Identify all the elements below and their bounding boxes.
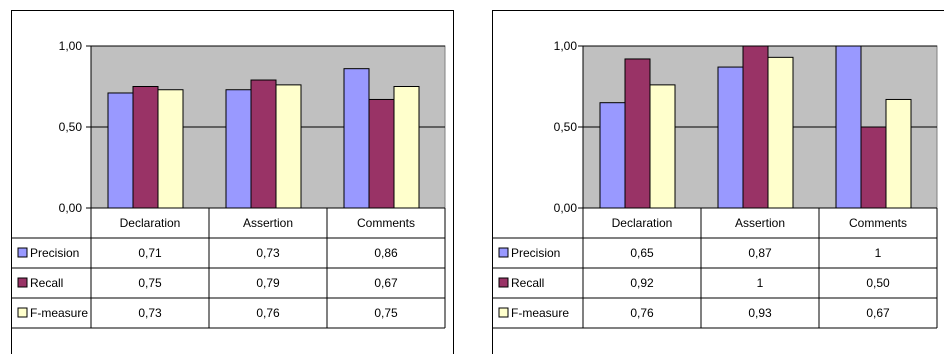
- data-label: 0,67: [374, 276, 398, 290]
- data-label: 0,71: [138, 246, 162, 260]
- bar-recall-declaration: [624, 58, 651, 209]
- bar-recall-assertion: [742, 45, 769, 209]
- bar-recall-assertion: [250, 79, 277, 209]
- chart-panel-left: 0,00 0,50 1,00 Declaration Assertion Comments…: [11, 10, 454, 354]
- y-tick-label: 0,00: [554, 201, 578, 215]
- data-label: 0,76: [630, 306, 654, 320]
- data-label: 0,50: [866, 276, 890, 290]
- legend-label: F-measure: [30, 306, 88, 320]
- data-label: 0,73: [256, 246, 280, 260]
- legend-key: [498, 247, 509, 258]
- bar-precision-declaration: [107, 92, 134, 209]
- category-label: Comments: [849, 216, 907, 230]
- bar-recall-declaration: [132, 86, 159, 209]
- bar-precision-comments: [835, 45, 862, 209]
- data-label: 0,65: [630, 246, 654, 260]
- data-label: 0,79: [256, 276, 280, 290]
- category-label: Comments: [357, 216, 415, 230]
- y-tick-label: 0,50: [59, 120, 83, 134]
- chart-panel-right: 0,00 0,50 1,00 Declaration Assertion Comments…: [492, 10, 944, 354]
- bar-f-measure-assertion: [275, 84, 302, 209]
- data-label: 0,76: [256, 306, 280, 320]
- category-label: Assertion: [735, 216, 785, 230]
- bar-f-measure-comments: [393, 86, 420, 209]
- data-label: 0,73: [138, 306, 162, 320]
- legend-key: [17, 307, 28, 318]
- category-label: Declaration: [120, 216, 181, 230]
- legend-key: [17, 247, 28, 258]
- bar-recall-comments: [368, 98, 395, 209]
- data-label: 0,93: [748, 306, 772, 320]
- y-tick-label: 1,00: [554, 39, 578, 53]
- data-label: 0,92: [630, 276, 654, 290]
- data-label: 0,87: [748, 246, 772, 260]
- legend-key: [498, 277, 509, 288]
- legend-key: [17, 277, 28, 288]
- y-tick-label: 0,50: [554, 120, 578, 134]
- data-label: 0,75: [374, 306, 398, 320]
- bar-chart-left: 0,00 0,50 1,00 Declaration Assertion Comments…: [12, 39, 446, 329]
- data-label: 0,86: [374, 246, 398, 260]
- bar-f-measure-declaration: [649, 84, 676, 209]
- data-label: 1: [875, 246, 882, 260]
- bar-f-measure-comments: [885, 98, 912, 209]
- legend-label: F-measure: [511, 306, 569, 320]
- bar-precision-assertion: [717, 66, 744, 209]
- bar-precision-declaration: [599, 102, 626, 209]
- data-label: 1: [757, 276, 764, 290]
- category-label: Assertion: [243, 216, 293, 230]
- y-tick-label: 0,00: [59, 201, 83, 215]
- legend-label: Precision: [30, 246, 79, 260]
- bar-f-measure-declaration: [157, 89, 184, 209]
- category-label: Declaration: [612, 216, 673, 230]
- bar-f-measure-assertion: [767, 56, 794, 209]
- bar-recall-comments: [860, 126, 887, 209]
- data-label: 0,75: [138, 276, 162, 290]
- bar-precision-comments: [343, 68, 370, 209]
- bar-precision-assertion: [225, 89, 252, 209]
- legend-label: Recall: [30, 276, 63, 290]
- legend-label: Precision: [511, 246, 560, 260]
- legend-label: Recall: [511, 276, 544, 290]
- legend-key: [498, 307, 509, 318]
- bar-chart-right: 0,00 0,50 1,00 Declaration Assertion Comments…: [493, 39, 938, 329]
- y-tick-label: 1,00: [59, 39, 83, 53]
- data-label: 0,67: [866, 306, 890, 320]
